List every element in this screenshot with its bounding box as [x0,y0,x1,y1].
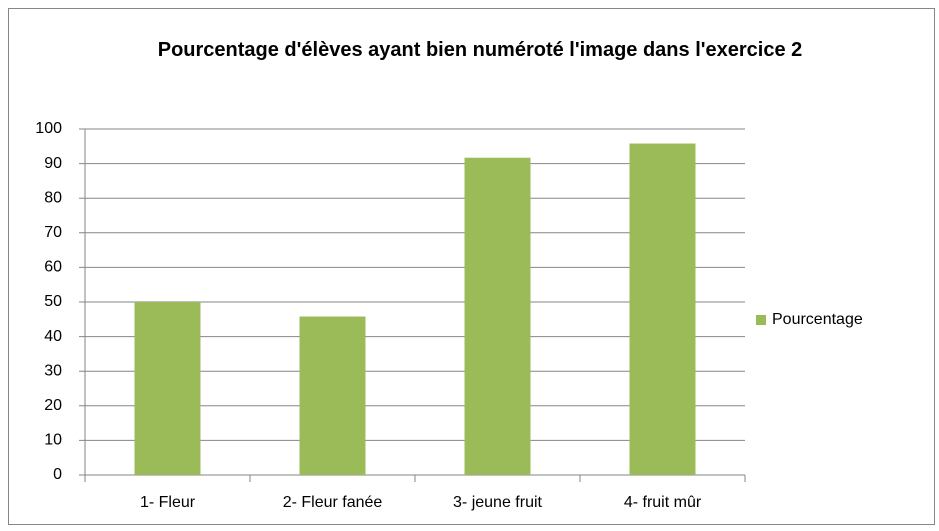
y-tick-label: 40 [44,328,62,345]
y-tick-label: 20 [44,397,62,414]
bar [464,157,531,475]
legend-label: Pourcentage [772,311,863,328]
bar [134,302,201,475]
y-tick-label: 0 [53,466,62,483]
bar [629,143,696,476]
y-tick-label: 70 [44,224,62,241]
x-tick-label: 3- jeune fruit [453,494,542,511]
legend-swatch [756,315,766,325]
y-tick-label: 80 [44,189,62,206]
bar [299,316,366,475]
y-tick-label: 50 [44,293,62,310]
y-tick-label: 60 [44,259,62,276]
x-tick-label: 4- fruit mûr [624,494,702,511]
y-tick-label: 90 [44,155,62,172]
chart-title: Pourcentage d'élèves ayant bien numéroté… [157,39,803,61]
x-tick-label: 1- Fleur [140,494,196,511]
x-tick-label: 2- Fleur fanée [283,494,383,511]
y-tick-label: 10 [44,432,62,449]
y-tick-label: 30 [44,362,62,379]
y-tick-label: 100 [35,120,62,137]
